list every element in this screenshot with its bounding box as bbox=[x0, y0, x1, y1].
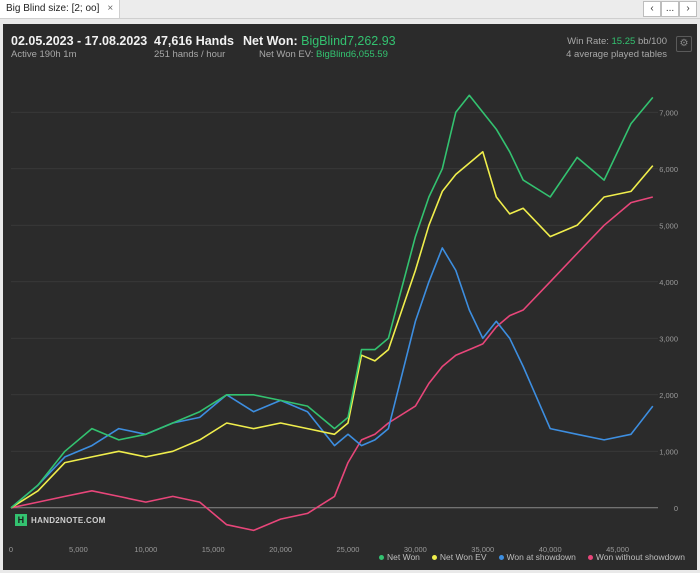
logo-text: HAND2NOTE.COM bbox=[31, 516, 106, 525]
logo-mark: H bbox=[15, 514, 27, 526]
legend-dot-icon bbox=[432, 555, 437, 560]
x-tick-label: 15,000 bbox=[202, 545, 225, 554]
x-tick-label: 0 bbox=[9, 545, 13, 554]
legend-label: Net Won EV bbox=[440, 552, 487, 562]
y-tick-label: 2,000 bbox=[659, 391, 678, 400]
close-icon[interactable]: × bbox=[107, 0, 113, 18]
y-tick-label: 7,000 bbox=[659, 108, 678, 117]
legend-item[interactable]: Won at showdown bbox=[499, 552, 576, 562]
series-line bbox=[11, 248, 653, 508]
x-tick-label: 5,000 bbox=[69, 545, 88, 554]
legend-dot-icon bbox=[499, 555, 504, 560]
tab-bar: Big Blind size: [2; oo] × ‹ ... › bbox=[0, 0, 700, 19]
y-tick-label: 3,000 bbox=[659, 334, 678, 343]
chevron-right-icon[interactable]: › bbox=[679, 1, 697, 17]
legend-label: Net Won bbox=[387, 552, 420, 562]
y-tick-label: 1,000 bbox=[659, 447, 678, 456]
series-line bbox=[11, 197, 653, 530]
y-tick-label: 4,000 bbox=[659, 278, 678, 287]
series-line bbox=[11, 152, 653, 508]
tab-title: Big Blind size: [2; oo] bbox=[6, 0, 99, 18]
legend-item[interactable]: Net Won EV bbox=[432, 552, 487, 562]
legend-label: Won without showdown bbox=[596, 552, 685, 562]
x-tick-label: 10,000 bbox=[134, 545, 157, 554]
more-menu-button[interactable]: ... bbox=[661, 1, 679, 17]
x-tick-label: 25,000 bbox=[337, 545, 360, 554]
y-tick-label: 0 bbox=[674, 504, 678, 513]
winnings-chart: 0 1,000 2,000 3,000 4,000 5,000 6,000 7,000 0 5,0… bbox=[3, 24, 697, 570]
legend-label: Won at showdown bbox=[507, 552, 576, 562]
legend-item[interactable]: Net Won bbox=[379, 552, 420, 562]
graph-panel: 02.05.2023 - 17.08.2023 Active 190h 1m 4… bbox=[3, 24, 697, 570]
chart-legend: Net Won Net Won EV Won at showdown Won with… bbox=[379, 552, 685, 562]
tab-big-blind-filter[interactable]: Big Blind size: [2; oo] × bbox=[0, 0, 120, 18]
x-tick-label: 20,000 bbox=[269, 545, 292, 554]
legend-dot-icon bbox=[379, 555, 384, 560]
y-tick-label: 5,000 bbox=[659, 221, 678, 230]
series-line bbox=[11, 95, 653, 508]
chevron-left-icon[interactable]: ‹ bbox=[643, 1, 661, 17]
legend-dot-icon bbox=[588, 555, 593, 560]
y-tick-label: 6,000 bbox=[659, 165, 678, 174]
legend-item[interactable]: Won without showdown bbox=[588, 552, 685, 562]
hand2note-logo: H HAND2NOTE.COM bbox=[15, 514, 106, 526]
